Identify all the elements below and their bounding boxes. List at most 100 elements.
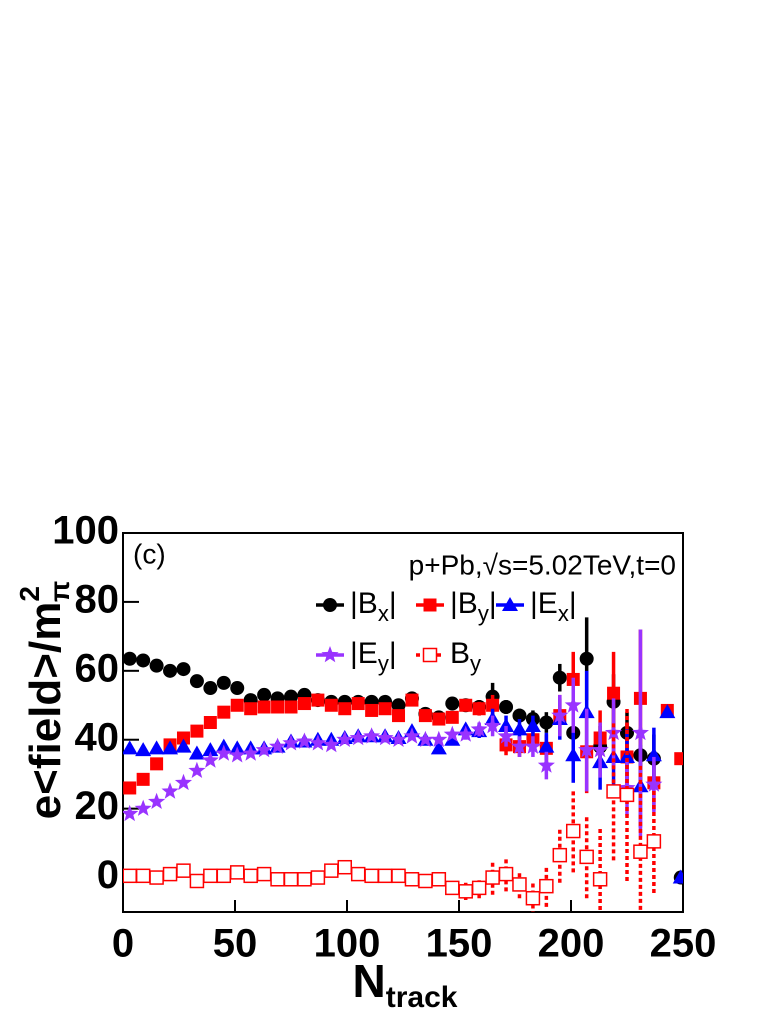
point <box>136 653 151 668</box>
plot-area <box>123 617 683 912</box>
x-tick-label: 0 <box>112 922 134 966</box>
point <box>336 730 354 747</box>
point <box>284 700 298 714</box>
point <box>201 751 219 768</box>
point <box>176 731 190 745</box>
legend-label-sub: y <box>478 601 489 626</box>
point <box>376 729 394 746</box>
point <box>243 868 258 884</box>
point <box>539 878 554 894</box>
point <box>255 741 273 758</box>
point <box>174 773 192 791</box>
x-tick-label: 250 <box>650 922 717 966</box>
y-axis-label: e<field>/m2π <box>14 581 75 820</box>
legend-label-sub: x <box>558 601 569 626</box>
point <box>310 870 326 885</box>
point <box>484 716 502 734</box>
point <box>351 697 365 711</box>
point <box>216 868 232 884</box>
x-tick-label: 50 <box>213 922 258 966</box>
legend-label-main: |B <box>450 587 478 620</box>
point <box>216 675 231 690</box>
point <box>431 872 447 887</box>
legend-label-sub: y <box>470 651 481 676</box>
y-label-sub: π <box>44 581 75 602</box>
point <box>458 884 473 899</box>
point <box>284 689 298 704</box>
point <box>123 740 138 755</box>
point <box>364 868 379 884</box>
x-tick-label: 200 <box>538 922 605 966</box>
point <box>646 834 662 849</box>
point <box>565 747 582 762</box>
point <box>123 651 137 666</box>
point <box>592 872 608 887</box>
x-tick-label: 100 <box>314 922 381 966</box>
point <box>591 741 609 758</box>
legend-marker <box>321 646 339 663</box>
point <box>149 658 164 673</box>
point <box>445 710 459 724</box>
point <box>459 698 473 712</box>
point <box>564 696 582 713</box>
point <box>552 847 568 863</box>
point <box>631 723 649 741</box>
point <box>202 742 219 757</box>
legend-label: |Bx| <box>350 587 397 626</box>
point <box>163 663 178 678</box>
point <box>295 732 313 749</box>
point <box>457 725 475 742</box>
legend-label-sub: y <box>378 651 389 676</box>
point <box>257 687 272 702</box>
point <box>578 741 596 758</box>
point <box>645 775 663 792</box>
point <box>510 737 528 754</box>
plot-frame <box>122 532 684 913</box>
point <box>659 704 676 719</box>
point <box>444 731 461 746</box>
x-axis-label: Ntrack <box>353 955 458 1010</box>
point <box>378 702 392 716</box>
point <box>203 868 218 884</box>
point <box>416 730 434 747</box>
point <box>551 706 569 723</box>
point <box>403 727 421 744</box>
point <box>244 702 258 716</box>
point <box>538 738 555 753</box>
point <box>283 872 299 887</box>
point <box>404 872 420 887</box>
point <box>309 734 327 751</box>
point <box>443 725 461 742</box>
point <box>512 708 527 723</box>
point <box>607 686 621 700</box>
point <box>470 720 488 737</box>
point <box>190 724 204 738</box>
point <box>472 702 486 716</box>
point <box>645 747 662 762</box>
point <box>391 868 406 884</box>
point <box>619 787 635 803</box>
point <box>297 697 311 711</box>
point <box>349 729 367 746</box>
point <box>392 709 406 723</box>
point <box>579 849 594 865</box>
point <box>338 702 352 716</box>
point <box>511 721 528 736</box>
point <box>337 859 353 875</box>
point <box>322 735 340 753</box>
point <box>633 844 648 859</box>
point <box>377 868 393 884</box>
point <box>230 698 244 712</box>
point <box>324 698 338 712</box>
point <box>405 693 419 707</box>
point <box>123 781 137 795</box>
point <box>418 709 432 723</box>
point <box>498 866 514 882</box>
point <box>445 880 460 896</box>
legend-label-main: |B <box>350 587 378 620</box>
point <box>270 872 285 887</box>
legend-marker <box>502 597 518 611</box>
point <box>537 756 555 773</box>
legend-label-tail: | <box>389 587 397 620</box>
point <box>217 705 231 719</box>
